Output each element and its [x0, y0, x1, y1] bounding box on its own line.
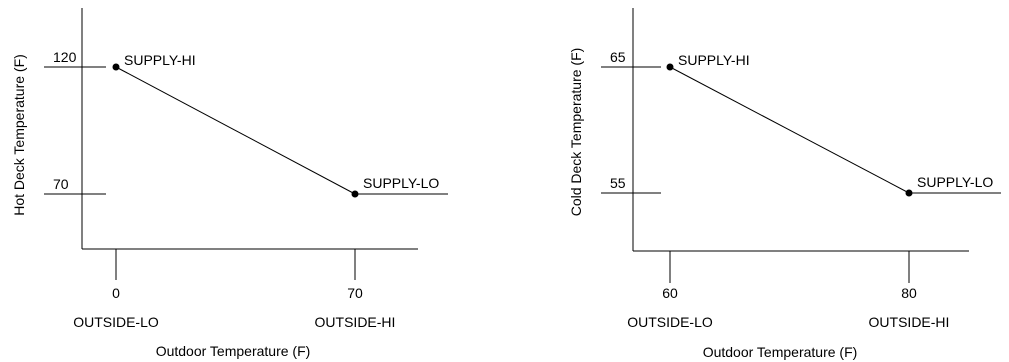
x-axis-label: Outdoor Temperature (F) [156, 343, 311, 359]
point-label: SUPPLY-LO [917, 174, 993, 190]
point-label: SUPPLY-HI [124, 52, 196, 68]
y-tick-label: 70 [53, 176, 69, 192]
x-tick-label: 60 [662, 285, 678, 301]
data-point [351, 190, 359, 198]
x-axis-label: Outdoor Temperature (F) [703, 344, 858, 360]
data-point [666, 63, 674, 71]
hot-deck-chart: Hot Deck Temperature (F) Outdoor Tempera… [11, 8, 448, 359]
schedule-line [669, 66, 910, 194]
y-tick-label: 65 [610, 49, 626, 65]
y-axis-label: Hot Deck Temperature (F) [11, 54, 27, 216]
schedule-line [115, 66, 356, 195]
data-point [905, 189, 913, 197]
point-label: SUPPLY-LO [363, 175, 439, 191]
x-tick-name: OUTSIDE-HI [315, 314, 396, 330]
y-axis-label: Cold Deck Temperature (F) [568, 48, 584, 217]
point-label: SUPPLY-HI [678, 52, 750, 68]
y-tick-label: 120 [53, 49, 77, 65]
x-tick-label: 0 [112, 285, 120, 301]
data-point [112, 63, 120, 71]
y-tick-label: 55 [610, 175, 626, 191]
x-tick-label: 80 [901, 285, 917, 301]
x-tick-label: 70 [347, 285, 363, 301]
cold-deck-chart: Cold Deck Temperature (F) Outdoor Temper… [568, 8, 1001, 360]
x-tick-name: OUTSIDE-LO [73, 314, 159, 330]
x-tick-name: OUTSIDE-HI [869, 314, 950, 330]
x-tick-name: OUTSIDE-LO [627, 314, 713, 330]
